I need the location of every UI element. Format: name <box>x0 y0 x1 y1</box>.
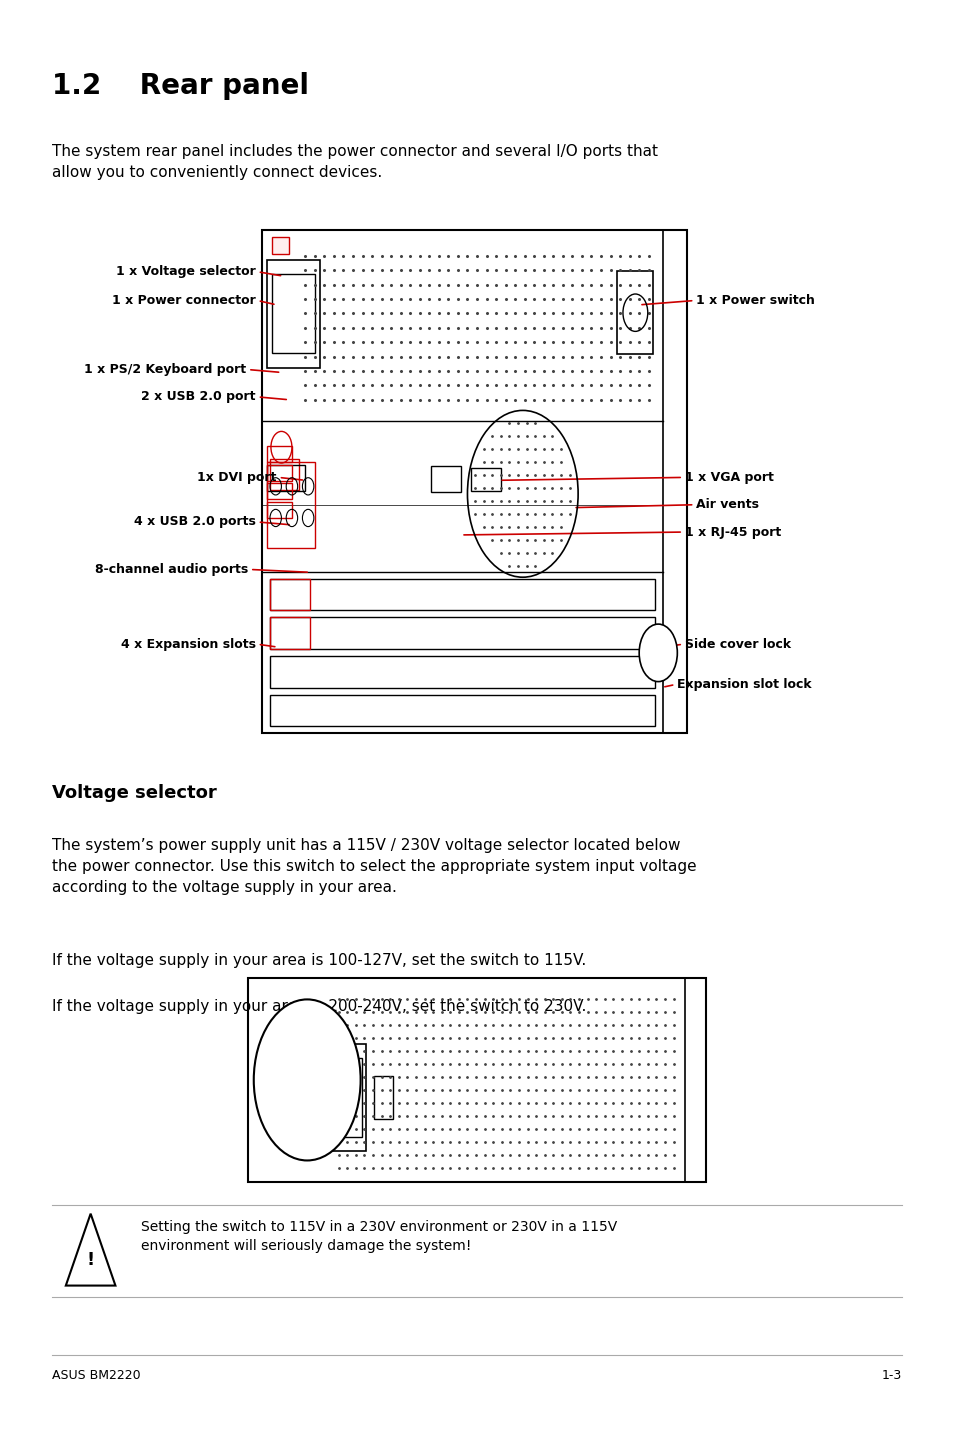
Text: Side cover lock: Side cover lock <box>684 637 790 651</box>
Text: 1-3: 1-3 <box>881 1369 901 1382</box>
Text: 1 x Power connector: 1 x Power connector <box>112 293 255 308</box>
Text: !: ! <box>87 1251 94 1268</box>
Text: 1 x Voltage selector: 1 x Voltage selector <box>116 265 255 279</box>
Text: Voltage selector: Voltage selector <box>52 784 217 802</box>
Bar <box>326 1044 366 1152</box>
Bar <box>272 237 289 255</box>
Bar <box>267 260 319 368</box>
Bar <box>617 270 653 354</box>
Bar <box>272 275 314 354</box>
Bar <box>662 230 686 733</box>
Bar <box>470 467 500 490</box>
Bar <box>270 656 655 687</box>
Text: Setting the switch to 115V in a 230V environment or 230V in a 115V
environment w: Setting the switch to 115V in a 230V env… <box>141 1219 617 1254</box>
Bar <box>267 502 292 518</box>
Bar <box>267 464 292 480</box>
Text: If the voltage supply in your area is 100-127V, set the switch to 115V.: If the voltage supply in your area is 10… <box>52 953 586 968</box>
Text: 2 x USB 2.0 port: 2 x USB 2.0 port <box>141 390 255 404</box>
Bar <box>280 1061 299 1097</box>
Bar <box>270 459 298 490</box>
Bar <box>270 578 310 610</box>
Text: Air vents: Air vents <box>696 498 759 512</box>
Bar <box>270 695 655 726</box>
Bar <box>430 466 460 492</box>
Text: ASUS BM2220: ASUS BM2220 <box>52 1369 141 1382</box>
Circle shape <box>253 999 360 1160</box>
Bar <box>267 483 292 499</box>
Polygon shape <box>66 1214 115 1286</box>
Bar <box>267 462 314 548</box>
Bar <box>331 1058 361 1137</box>
Text: 1 x VGA port: 1 x VGA port <box>684 470 773 485</box>
Text: 1 x RJ-45 port: 1 x RJ-45 port <box>684 525 781 539</box>
Bar <box>267 446 292 462</box>
Text: 1x DVI port: 1x DVI port <box>197 470 276 485</box>
Circle shape <box>639 624 677 682</box>
Text: If the voltage supply in your area is 200-240V, set the switch to 230V.: If the voltage supply in your area is 20… <box>52 999 586 1014</box>
Text: Expansion slot lock: Expansion slot lock <box>677 677 811 692</box>
Bar <box>684 978 705 1182</box>
Text: 8-channel audio ports: 8-channel audio ports <box>94 562 248 577</box>
Bar <box>248 978 705 1182</box>
Bar <box>313 1061 332 1097</box>
Bar <box>374 1076 393 1119</box>
Text: 1.2    Rear panel: 1.2 Rear panel <box>52 72 309 99</box>
Bar <box>270 578 655 610</box>
Bar <box>270 617 310 649</box>
Bar <box>262 230 686 733</box>
Text: 1 x Power switch: 1 x Power switch <box>696 293 815 308</box>
Text: The system’s power supply unit has a 115V / 230V voltage selector located below
: The system’s power supply unit has a 115… <box>52 838 697 896</box>
Bar <box>267 464 305 490</box>
Text: 1 x PS/2 Keyboard port: 1 x PS/2 Keyboard port <box>84 362 246 377</box>
Text: 4 x Expansion slots: 4 x Expansion slots <box>120 637 255 651</box>
Text: The system rear panel includes the power connector and several I/O ports that
al: The system rear panel includes the power… <box>52 144 658 180</box>
Bar <box>270 617 655 649</box>
Text: 4 x USB 2.0 ports: 4 x USB 2.0 ports <box>133 515 255 529</box>
